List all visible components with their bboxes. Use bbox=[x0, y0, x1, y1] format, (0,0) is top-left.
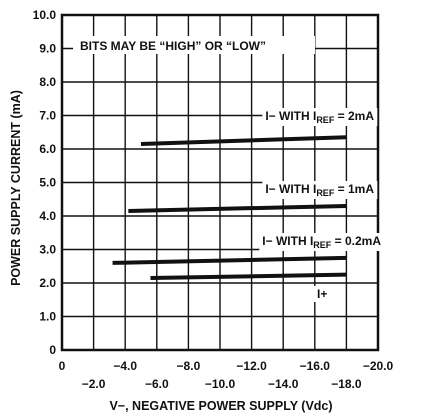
y-axis-title: POWER SUPPLY CURRENT (mA) bbox=[9, 90, 23, 286]
series-label-background bbox=[314, 286, 331, 302]
x-axis-ticks: 0 −4.0 −8.0 −12.0 −16.0 −20.0 −2.0 −6.0 −10.0 −14… bbox=[59, 359, 394, 391]
series-label: I− WITH IREF = 1mA bbox=[265, 182, 374, 198]
y-axis-ticks: 0 1.0 2.0 3.0 4.0 5.0 6.0 7.0 8.0 9.0 10.0 bbox=[33, 8, 57, 357]
series-label-prefix: I− WITH I bbox=[265, 109, 316, 123]
x-tick-label: −6.0 bbox=[145, 377, 169, 391]
x-tick-label: −18.0 bbox=[331, 377, 362, 391]
y-tick-label: 8.0 bbox=[39, 75, 56, 89]
series-label-background bbox=[259, 233, 385, 251]
y-tick-label: 5.0 bbox=[39, 176, 56, 190]
x-tick-label: −20.0 bbox=[363, 359, 394, 373]
series-label-background bbox=[262, 181, 378, 199]
series-label-subscript: REF bbox=[316, 188, 335, 198]
series-label: I− WITH IREF = 0.2mA bbox=[262, 234, 381, 250]
y-tick-label: 9.0 bbox=[39, 42, 56, 56]
series-line bbox=[112, 255, 347, 265]
x-tick-label: −16.0 bbox=[300, 359, 331, 373]
y-tick-label: 0 bbox=[49, 343, 56, 357]
x-axis-title: V−, NEGATIVE POWER SUPPLY (Vdc) bbox=[109, 399, 332, 413]
series-label-prefix: I− WITH I bbox=[262, 234, 313, 248]
y-tick-label: 10.0 bbox=[33, 8, 57, 22]
series-label-suffix: = 2mA bbox=[334, 109, 374, 123]
series-label-suffix: = 0.2mA bbox=[331, 234, 381, 248]
note-background bbox=[73, 36, 315, 54]
y-tick-label: 2.0 bbox=[39, 276, 56, 290]
series-label-prefix: I+ bbox=[317, 287, 327, 301]
series-label-subscript: REF bbox=[313, 240, 332, 250]
plot-frame bbox=[60, 13, 380, 352]
x-tick-label: 0 bbox=[59, 359, 66, 373]
x-tick-label: −14.0 bbox=[268, 377, 299, 391]
series-label-subscript: REF bbox=[316, 115, 335, 125]
series-line bbox=[140, 135, 347, 146]
y-tick-label: 4.0 bbox=[39, 209, 56, 223]
x-tick-label: −2.0 bbox=[82, 377, 106, 391]
y-tick-label: 7.0 bbox=[39, 109, 56, 123]
series-label-suffix: = 1mA bbox=[334, 182, 374, 196]
x-tick-label: −8.0 bbox=[177, 359, 201, 373]
series-line bbox=[128, 203, 347, 213]
x-tick-label: −12.0 bbox=[236, 359, 267, 373]
plot-border bbox=[60, 13, 380, 352]
y-tick-label: 6.0 bbox=[39, 142, 56, 156]
y-tick-label: 1.0 bbox=[39, 310, 56, 324]
series-label: I+ bbox=[317, 287, 327, 301]
series-line bbox=[150, 272, 347, 280]
series-label-background bbox=[262, 108, 378, 126]
series-label: I− WITH IREF = 2mA bbox=[265, 109, 374, 125]
x-tick-label: −4.0 bbox=[113, 359, 137, 373]
x-tick-label: −10.0 bbox=[205, 377, 236, 391]
y-tick-label: 3.0 bbox=[39, 243, 56, 257]
series-label-prefix: I− WITH I bbox=[265, 182, 316, 196]
note-text: BITS MAY BE “HIGH” OR “LOW” bbox=[80, 39, 266, 53]
